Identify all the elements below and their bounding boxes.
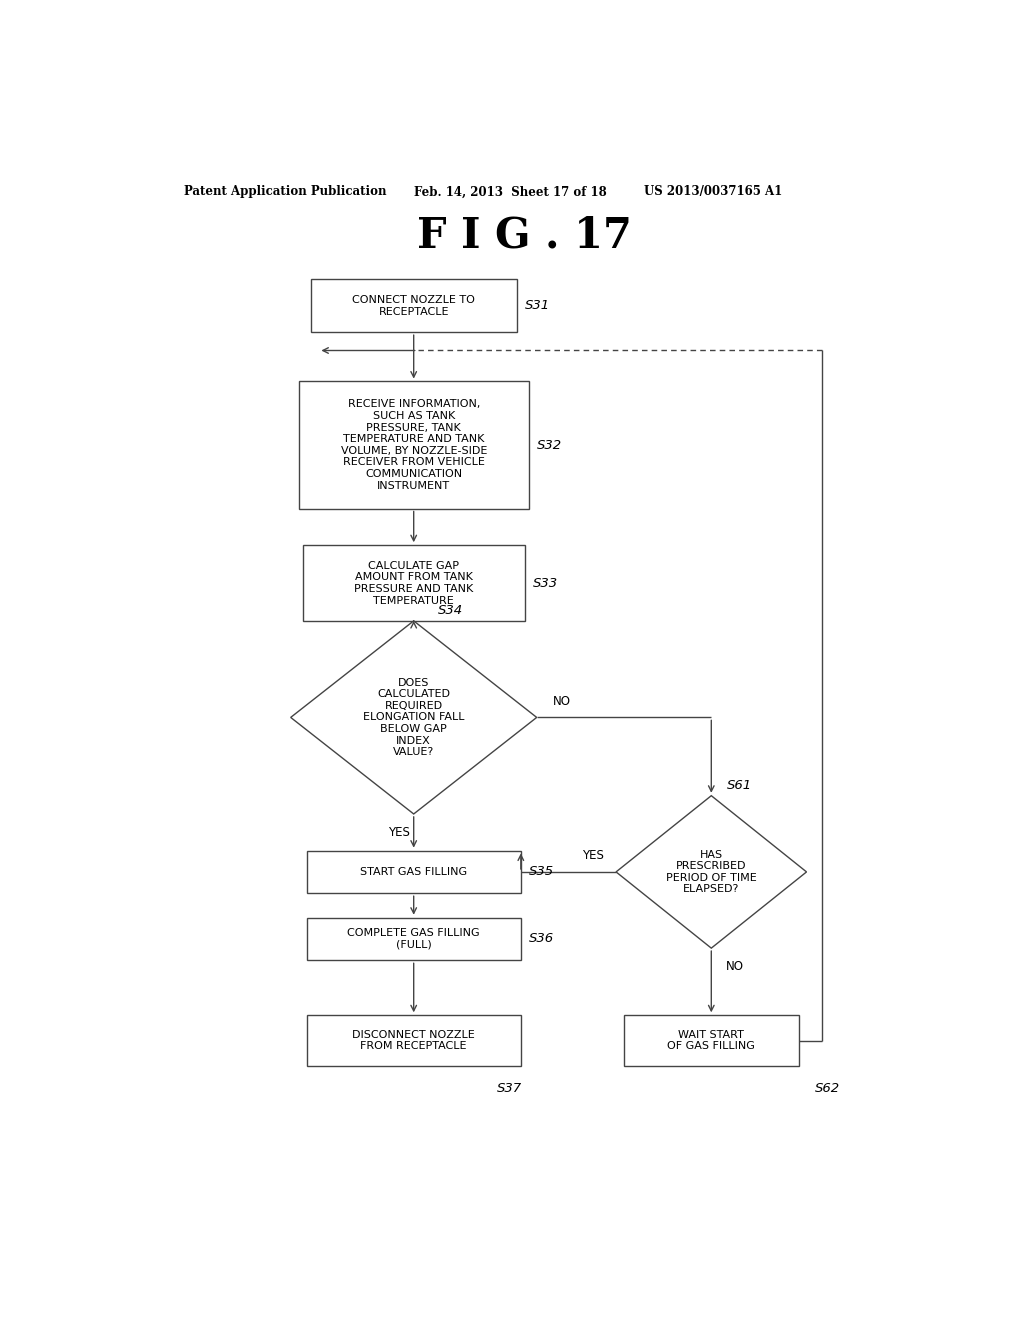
Text: YES: YES — [583, 849, 604, 862]
FancyBboxPatch shape — [306, 917, 521, 961]
Text: NO: NO — [553, 694, 570, 708]
FancyBboxPatch shape — [310, 280, 517, 333]
FancyBboxPatch shape — [306, 850, 521, 894]
Text: RECEIVE INFORMATION,
SUCH AS TANK
PRESSURE, TANK
TEMPERATURE AND TANK
VOLUME, BY: RECEIVE INFORMATION, SUCH AS TANK PRESSU… — [341, 400, 486, 491]
Text: NO: NO — [726, 960, 743, 973]
Polygon shape — [616, 796, 807, 948]
Text: Feb. 14, 2013  Sheet 17 of 18: Feb. 14, 2013 Sheet 17 of 18 — [414, 185, 606, 198]
Text: S31: S31 — [524, 300, 550, 313]
Text: DOES
CALCULATED
REQUIRED
ELONGATION FALL
BELOW GAP
INDEX
VALUE?: DOES CALCULATED REQUIRED ELONGATION FALL… — [362, 677, 465, 758]
Text: S62: S62 — [814, 1082, 840, 1094]
FancyBboxPatch shape — [624, 1015, 799, 1067]
Text: COMPLETE GAS FILLING
(FULL): COMPLETE GAS FILLING (FULL) — [347, 928, 480, 950]
Text: CONNECT NOZZLE TO
RECEPTACLE: CONNECT NOZZLE TO RECEPTACLE — [352, 294, 475, 317]
Text: CALCULATE GAP
AMOUNT FROM TANK
PRESSURE AND TANK
TEMPERATURE: CALCULATE GAP AMOUNT FROM TANK PRESSURE … — [354, 561, 473, 606]
Text: DISCONNECT NOZZLE
FROM RECEPTACLE: DISCONNECT NOZZLE FROM RECEPTACLE — [352, 1030, 475, 1052]
FancyBboxPatch shape — [299, 381, 528, 508]
FancyBboxPatch shape — [306, 1015, 521, 1067]
Text: S61: S61 — [727, 779, 753, 792]
Text: YES: YES — [388, 826, 411, 838]
Text: S33: S33 — [532, 577, 558, 590]
Text: US 2013/0037165 A1: US 2013/0037165 A1 — [644, 185, 782, 198]
Text: S36: S36 — [528, 932, 554, 945]
Polygon shape — [291, 620, 537, 814]
Text: F I G . 17: F I G . 17 — [418, 215, 632, 256]
Text: S35: S35 — [528, 866, 554, 878]
Text: S34: S34 — [437, 605, 463, 618]
FancyBboxPatch shape — [303, 545, 524, 622]
Text: START GAS FILLING: START GAS FILLING — [360, 867, 467, 876]
Text: HAS
PRESCRIBED
PERIOD OF TIME
ELAPSED?: HAS PRESCRIBED PERIOD OF TIME ELAPSED? — [666, 850, 757, 895]
Text: S32: S32 — [537, 438, 562, 451]
Text: S37: S37 — [497, 1082, 522, 1094]
Text: WAIT START
OF GAS FILLING: WAIT START OF GAS FILLING — [668, 1030, 756, 1052]
Text: Patent Application Publication: Patent Application Publication — [183, 185, 386, 198]
